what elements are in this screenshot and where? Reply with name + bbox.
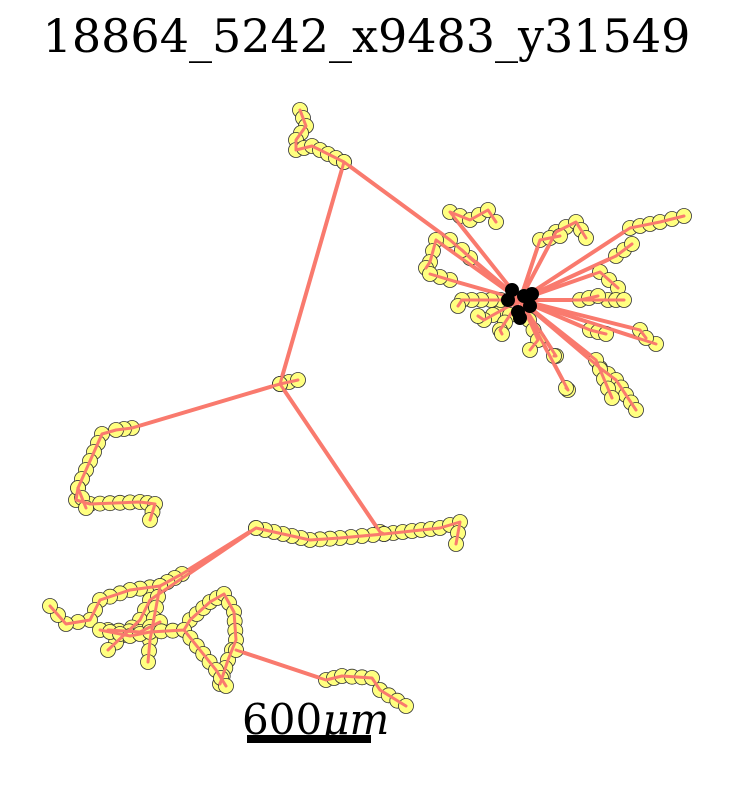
neurite-segment-overlay (182, 628, 228, 688)
neurite-segment-overlay (518, 298, 558, 358)
neurite-segment-overlay (518, 298, 648, 340)
neurite-nodes (42, 102, 692, 714)
neurite-segment-overlay (460, 248, 522, 302)
neurite-segment-overlay (456, 298, 522, 308)
neurite-segment-overlay (518, 298, 638, 412)
neurite-segment-overlay (518, 220, 588, 302)
neurite-segment-overlay (98, 592, 238, 686)
neurite-segment-overlay (518, 298, 658, 346)
neurite-segment-overlay (146, 584, 162, 664)
soma-node (513, 311, 527, 325)
neurite-segment-overlay (518, 242, 634, 302)
neurite-segment-overlay (448, 208, 522, 302)
figure-title: 18864_5242_x9483_y31549 (42, 9, 691, 63)
neurite-segment-overlay (518, 298, 608, 336)
scale-bar (247, 735, 371, 743)
neurite-segment-overlay (518, 270, 620, 302)
soma-cluster (501, 283, 539, 325)
soma-node (501, 293, 515, 307)
neurite-segment-overlay (76, 486, 88, 510)
neurite-segment-overlay (518, 298, 570, 392)
neurite-segment-overlay (518, 294, 600, 302)
soma-node (525, 287, 539, 301)
neurite-segment-overlay (428, 272, 522, 302)
neurite-segment-overlay (234, 648, 408, 708)
soma-node (523, 299, 537, 313)
neurite-segment-overlay (518, 298, 540, 352)
neurite-segment-overlay (518, 298, 614, 400)
neurite-segment-overlay (518, 214, 686, 302)
neurite-segment-overlay (518, 234, 562, 302)
neurite-segment-overlay (382, 520, 462, 546)
neurite-segment-overlay (106, 620, 162, 634)
neurite-segment-overlay (278, 108, 346, 386)
neurite-segment-overlay (424, 238, 522, 302)
neurite-segment-overlay (74, 382, 282, 522)
